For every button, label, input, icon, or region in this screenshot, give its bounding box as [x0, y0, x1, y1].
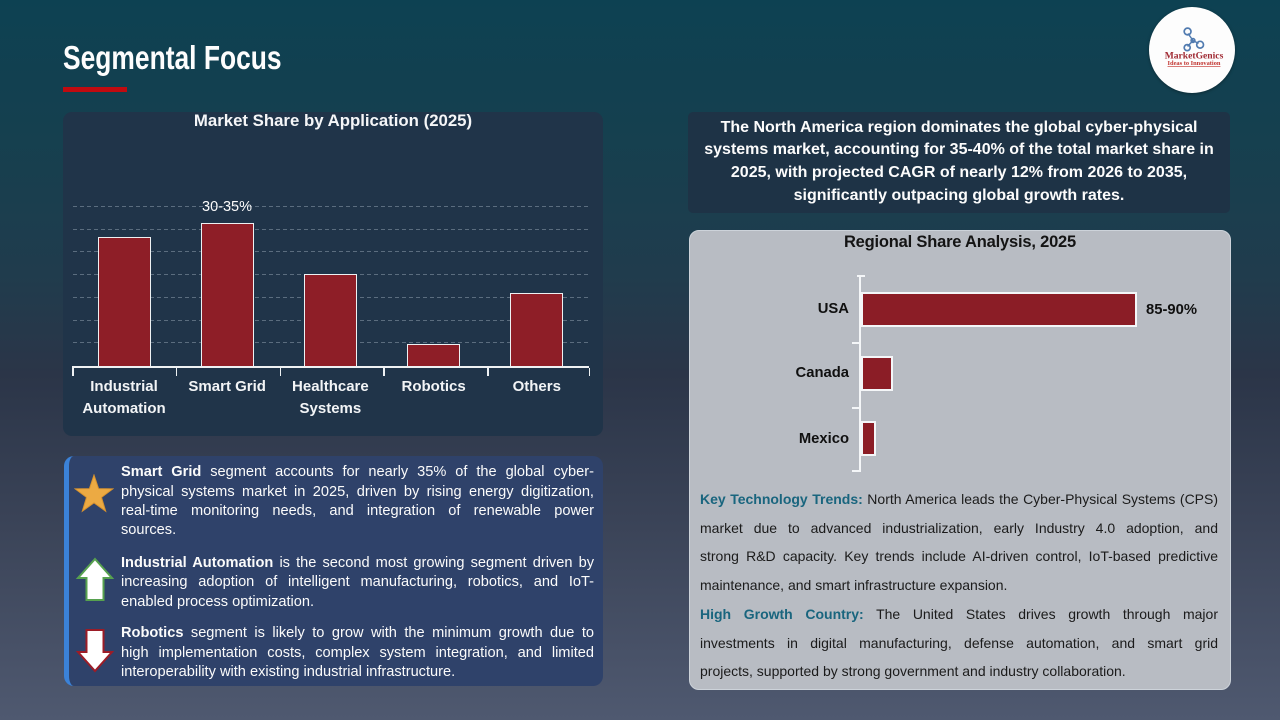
svg-text:MarketGenics: MarketGenics	[1165, 50, 1224, 61]
svg-text:Ideas to Innovation: Ideas to Innovation	[1168, 60, 1221, 67]
